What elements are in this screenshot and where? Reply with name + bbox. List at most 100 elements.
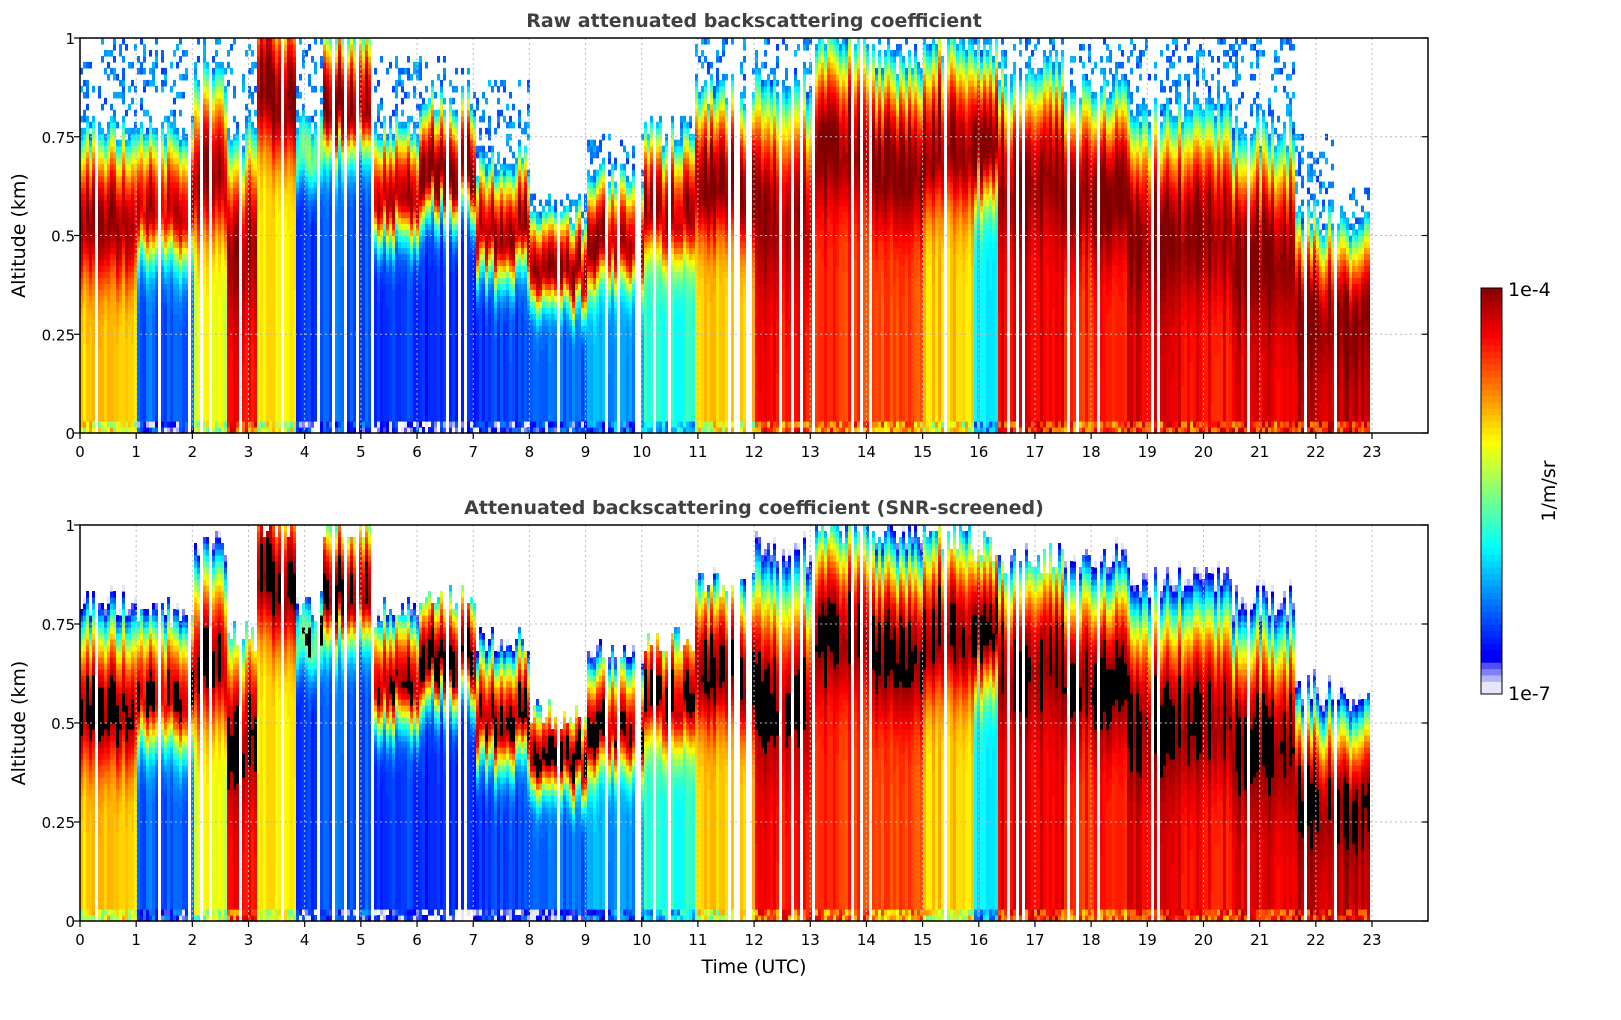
heatmap-cell xyxy=(260,182,263,189)
heatmap-cell xyxy=(215,301,218,308)
heatmap-cell xyxy=(278,110,281,117)
heatmap-cell xyxy=(149,242,152,249)
heatmap-cell xyxy=(164,182,167,189)
heatmap-cell xyxy=(119,301,122,308)
heatmap-cell xyxy=(221,391,224,398)
heatmap-cell xyxy=(206,116,209,123)
heatmap-cell xyxy=(284,188,287,195)
heatmap-cell xyxy=(104,259,107,266)
heatmap-cell xyxy=(287,415,290,422)
heatmap-cell xyxy=(143,397,146,404)
heatmap-cell xyxy=(101,361,104,368)
heatmap-cell xyxy=(293,265,296,272)
heatmap-cell xyxy=(242,194,245,201)
heatmap-cell xyxy=(251,206,254,213)
heatmap-cell xyxy=(266,44,269,51)
heatmap-cell xyxy=(92,385,95,392)
heatmap-cell xyxy=(119,92,122,99)
heatmap-cell xyxy=(308,319,311,326)
heatmap-cell xyxy=(362,38,365,45)
heatmap-cell xyxy=(308,301,311,308)
heatmap-cell xyxy=(98,385,101,392)
heatmap-cell xyxy=(347,134,350,141)
heatmap-cell xyxy=(203,80,206,87)
heatmap-cell xyxy=(320,164,323,171)
heatmap-cell xyxy=(263,277,266,284)
heatmap-cell xyxy=(197,373,200,380)
heatmap-cell xyxy=(191,289,194,296)
heatmap-cell xyxy=(257,56,260,63)
heatmap-cell xyxy=(152,248,155,255)
heatmap-cell xyxy=(353,343,356,350)
heatmap-cell xyxy=(335,254,338,261)
heatmap-cell xyxy=(320,301,323,308)
heatmap-cell xyxy=(119,80,122,87)
heatmap-cell xyxy=(359,289,362,296)
heatmap-cell xyxy=(284,403,287,410)
heatmap-cell xyxy=(299,140,302,147)
heatmap-cell xyxy=(143,409,146,416)
heatmap-cell xyxy=(293,373,296,380)
heatmap-cell xyxy=(125,409,128,416)
heatmap-cell xyxy=(149,176,152,183)
heatmap-cell xyxy=(293,140,296,147)
heatmap-cell xyxy=(350,110,353,117)
heatmap-cell xyxy=(197,391,200,398)
heatmap-cell xyxy=(170,337,173,344)
heatmap-cell xyxy=(233,265,236,272)
heatmap-cell xyxy=(140,367,143,374)
heatmap-cell xyxy=(215,158,218,165)
heatmap-cell xyxy=(92,403,95,410)
heatmap-cell xyxy=(224,295,227,302)
heatmap-cell xyxy=(242,212,245,219)
heatmap-cell xyxy=(170,140,173,147)
heatmap-cell xyxy=(89,236,92,243)
heatmap-cell xyxy=(125,44,128,51)
heatmap-cell xyxy=(362,110,365,117)
heatmap-cell xyxy=(167,176,170,183)
heatmap-cell xyxy=(323,110,326,117)
heatmap-cell xyxy=(365,301,368,308)
heatmap-cell xyxy=(314,361,317,368)
heatmap-cell xyxy=(323,80,326,87)
heatmap-cell xyxy=(122,379,125,386)
heatmap-cell xyxy=(203,283,206,290)
heatmap-cell xyxy=(269,271,272,278)
heatmap-cell xyxy=(98,122,101,129)
heatmap-cell xyxy=(206,218,209,225)
heatmap-cell xyxy=(353,104,356,111)
heatmap-cell xyxy=(284,182,287,189)
heatmap-cell xyxy=(128,158,131,165)
heatmap-cell xyxy=(89,319,92,326)
heatmap-cell xyxy=(284,236,287,243)
heatmap-cell xyxy=(272,104,275,111)
heatmap-cell xyxy=(152,307,155,314)
heatmap-cell xyxy=(215,188,218,195)
heatmap-cell xyxy=(359,62,362,69)
heatmap-cell xyxy=(272,248,275,255)
heatmap-cell xyxy=(230,188,233,195)
heatmap-cell xyxy=(257,188,260,195)
heatmap-cell xyxy=(329,110,332,117)
heatmap-cell xyxy=(206,236,209,243)
heatmap-cell xyxy=(362,218,365,225)
heatmap-cell xyxy=(269,206,272,213)
heatmap-cell xyxy=(287,164,290,171)
heatmap-cell xyxy=(143,254,146,261)
heatmap-cell xyxy=(230,409,233,416)
heatmap-cell xyxy=(314,182,317,189)
heatmap-cell xyxy=(197,385,200,392)
heatmap-cell xyxy=(116,218,119,225)
heatmap-cell xyxy=(203,271,206,278)
heatmap-cell xyxy=(218,349,221,356)
heatmap-cell xyxy=(233,337,236,344)
heatmap-cell xyxy=(311,373,314,380)
heatmap-cell xyxy=(296,146,299,153)
heatmap-cell xyxy=(245,367,248,374)
heatmap-cell xyxy=(233,421,236,428)
heatmap-cell xyxy=(362,86,365,93)
heatmap-cell xyxy=(125,391,128,398)
heatmap-cell xyxy=(83,182,86,189)
heatmap-cell xyxy=(290,152,293,159)
heatmap-cell xyxy=(251,62,254,69)
